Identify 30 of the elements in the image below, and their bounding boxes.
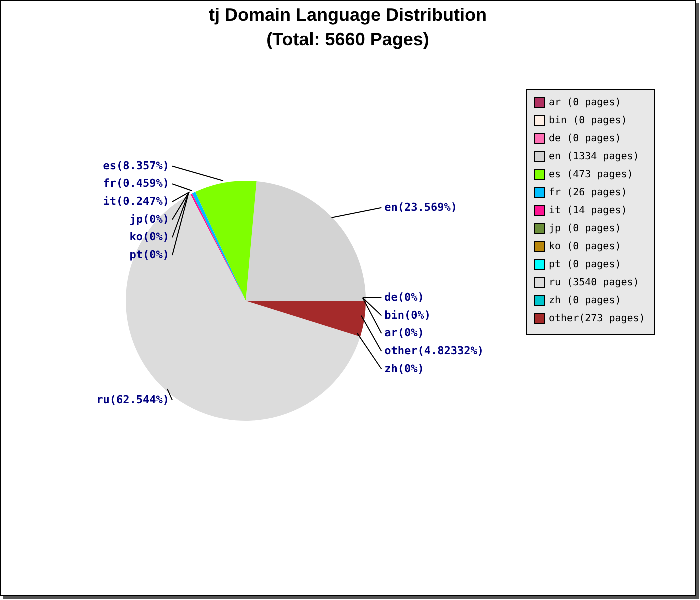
- text: zh(0%): [384, 362, 424, 376]
- data-label: ru(62.544%): [96, 393, 170, 406]
- pie-slice: [195, 181, 257, 301]
- legend-label: fr (26 pages): [549, 188, 628, 198]
- data-label: en(23.569%): [384, 200, 458, 214]
- pie-slice: [246, 301, 366, 337]
- legend-label: other(273 pages): [549, 314, 646, 324]
- legend-label: ru (3540 pages): [549, 278, 640, 288]
- data-label: fr(0.459%): [103, 177, 170, 190]
- text: bin(0%): [384, 308, 432, 322]
- legend-label: pt (0 pages): [549, 260, 622, 270]
- text: jp(0%): [130, 212, 170, 226]
- data-label: es(8.357%): [103, 159, 170, 172]
- chart-subtitle: (Total: 5660 Pages): [266, 30, 430, 50]
- legend-label: en (1334 pages): [549, 152, 640, 162]
- legend-label: ar (0 pages): [549, 98, 622, 108]
- legend-label: bin (0 pages): [549, 116, 628, 126]
- legend-label: es (473 pages): [549, 170, 634, 180]
- text: ar(0%): [384, 326, 424, 340]
- legend-label: jp (0 pages): [549, 224, 622, 234]
- legend-label: ko (0 pages): [549, 242, 622, 252]
- text: pt(0%): [130, 248, 170, 262]
- data-label: it(0.247%): [103, 194, 170, 208]
- data-label: other(4.82332%): [384, 344, 484, 358]
- legend-label: it (14 pages): [549, 206, 628, 216]
- text: de(0%): [384, 291, 424, 304]
- text: ko(0%): [130, 230, 170, 244]
- legend-label: zh (0 pages): [549, 296, 622, 306]
- legend-label: de (0 pages): [549, 134, 622, 144]
- chart-title: tj Domain Language Distribution: [209, 4, 487, 25]
